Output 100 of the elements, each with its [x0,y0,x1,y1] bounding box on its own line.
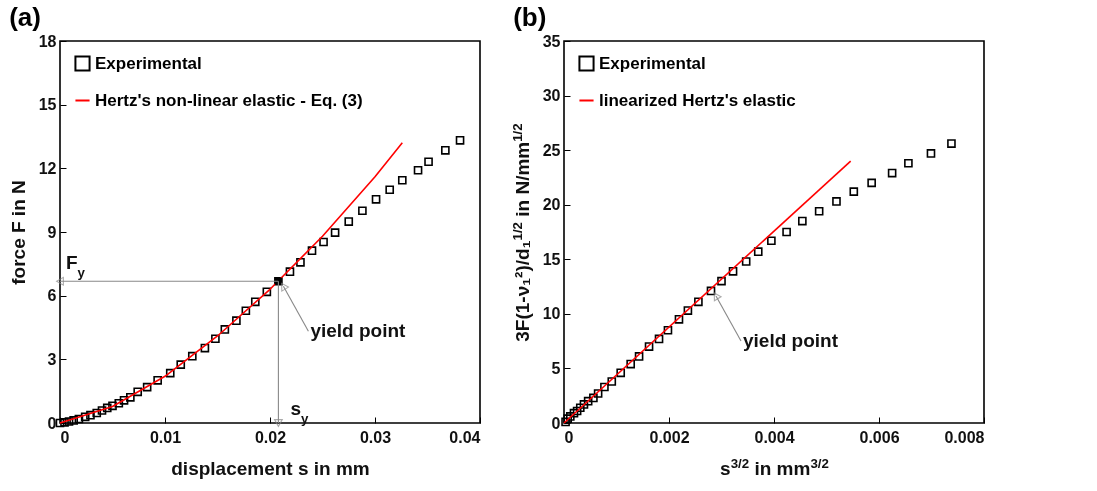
x-tick-label: 0.002 [649,428,690,446]
y-tick-label: 0 [551,414,561,432]
y-tick-label: 3 [47,350,57,368]
x-tick-label: 0.03 [359,428,392,446]
point [133,387,143,397]
y-tick-label: 20 [542,196,561,214]
annotation: s$_{y}$ [290,398,309,426]
point [108,401,117,411]
point [385,185,395,195]
point [397,175,407,185]
point [371,194,381,204]
y-tick-label: 15 [542,250,561,268]
point [119,395,129,405]
point [86,410,95,420]
x-tick-label: 0.006 [859,428,900,446]
point [832,197,841,206]
annotation: yield point [743,329,839,351]
point [142,382,152,392]
point [607,377,617,386]
point [74,414,84,424]
point [455,135,465,145]
point [887,168,897,178]
point [307,246,317,256]
point [694,297,703,307]
x-tick-label: 0.008 [944,428,985,446]
point [285,267,295,277]
point [654,334,664,344]
point [262,287,272,297]
point [153,376,162,385]
point [211,334,220,344]
x-tick-label: 0.004 [754,428,795,446]
y-tick-label: 18 [38,32,57,50]
legend-label: Experimental [599,53,706,73]
point [424,157,433,167]
point [634,352,644,361]
point [55,418,65,428]
point [626,359,636,369]
y-tick-label: 30 [542,87,561,105]
chart-title: (a) [9,2,41,32]
point [92,408,102,418]
point [232,316,241,326]
x-tick-label: 0.04 [449,428,481,446]
point [97,406,107,415]
point [706,286,716,296]
point [814,206,824,216]
y-tick-label: 15 [38,96,57,114]
point [600,382,609,392]
point [728,266,738,276]
point [80,412,90,422]
point [165,368,175,378]
point [319,237,328,247]
point [849,187,859,196]
y-tick-label: 35 [542,32,561,50]
point [663,325,673,335]
point [344,217,354,226]
y-tick-label: 5 [551,359,561,377]
point [717,276,726,286]
point [358,206,367,216]
point [589,393,598,403]
point [926,149,936,158]
point [674,314,684,324]
annotation: F$_{y}$ [66,252,86,280]
y-axis-title: force F in N [7,180,29,285]
annotation: yield point [310,320,407,342]
point [176,360,186,369]
x-tick-label: 0.01 [149,428,182,446]
point [867,178,876,188]
y-tick-label: 0 [47,414,57,432]
point [616,368,626,378]
point [583,396,593,406]
point [741,257,751,266]
y-tick-label: 6 [47,287,57,305]
x-axis-title: displacement s in mm [171,457,370,479]
legend-label: Experimental [95,53,202,73]
point [644,342,654,351]
point [767,236,776,246]
y-tick-label: 9 [47,223,57,241]
x-tick-label: 0 [60,428,70,446]
point [579,400,589,409]
point [241,306,251,316]
point [904,158,913,168]
point [798,216,807,226]
point [413,165,423,175]
y-tick-label: 25 [542,141,561,159]
point [187,351,197,361]
point [561,417,570,427]
x-axis-title: s$^{3/2}$ in mm$^{3/2}$ [720,455,829,479]
point [69,416,78,425]
point [683,306,693,315]
point [250,297,260,307]
point [102,403,112,413]
chart-title: (b) [513,2,547,32]
point [330,228,340,237]
point [593,389,603,398]
legend-label: linearized Hertz's elastic [599,90,796,110]
point [200,343,210,353]
point [220,325,230,334]
point [947,139,956,148]
point [753,247,763,256]
x-tick-label: 0 [564,428,574,446]
